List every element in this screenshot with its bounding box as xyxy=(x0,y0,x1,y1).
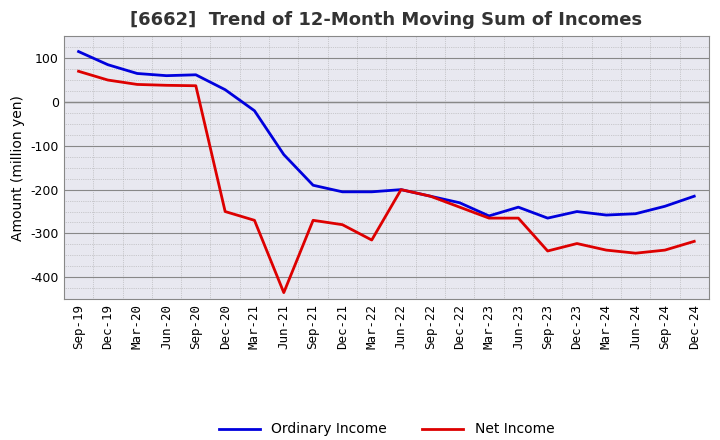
Title: [6662]  Trend of 12-Month Moving Sum of Incomes: [6662] Trend of 12-Month Moving Sum of I… xyxy=(130,11,642,29)
Ordinary Income xyxy=(309,183,318,188)
Net Income xyxy=(279,290,288,295)
Ordinary Income xyxy=(455,200,464,205)
Ordinary Income xyxy=(367,189,376,194)
Y-axis label: Amount (million yen): Amount (million yen) xyxy=(11,95,25,241)
Ordinary Income xyxy=(544,216,552,221)
Ordinary Income xyxy=(221,87,230,92)
Net Income xyxy=(572,241,581,246)
Net Income xyxy=(250,218,258,223)
Ordinary Income xyxy=(133,71,142,76)
Legend: Ordinary Income, Net Income: Ordinary Income, Net Income xyxy=(213,417,559,440)
Ordinary Income xyxy=(74,49,83,54)
Net Income xyxy=(426,194,435,199)
Ordinary Income xyxy=(426,194,435,199)
Net Income xyxy=(690,239,698,244)
Ordinary Income xyxy=(250,108,258,114)
Net Income xyxy=(104,77,112,83)
Ordinary Income xyxy=(572,209,581,214)
Ordinary Income xyxy=(631,211,640,216)
Ordinary Income xyxy=(279,152,288,157)
Net Income xyxy=(485,216,493,221)
Net Income xyxy=(602,247,611,253)
Net Income xyxy=(133,82,142,87)
Net Income xyxy=(192,83,200,88)
Net Income xyxy=(660,247,669,253)
Ordinary Income xyxy=(514,205,523,210)
Ordinary Income xyxy=(602,213,611,218)
Ordinary Income xyxy=(485,213,493,219)
Ordinary Income xyxy=(104,62,112,67)
Ordinary Income xyxy=(690,194,698,199)
Net Income xyxy=(74,69,83,74)
Net Income xyxy=(221,209,230,214)
Ordinary Income xyxy=(192,72,200,77)
Line: Ordinary Income: Ordinary Income xyxy=(78,51,694,218)
Net Income xyxy=(397,187,405,192)
Net Income xyxy=(367,238,376,243)
Net Income xyxy=(631,250,640,256)
Net Income xyxy=(514,216,523,221)
Net Income xyxy=(309,218,318,223)
Net Income xyxy=(162,83,171,88)
Line: Net Income: Net Income xyxy=(78,71,694,293)
Net Income xyxy=(455,205,464,210)
Ordinary Income xyxy=(162,73,171,78)
Ordinary Income xyxy=(338,189,347,194)
Ordinary Income xyxy=(660,204,669,209)
Ordinary Income xyxy=(397,187,405,192)
Net Income xyxy=(544,248,552,253)
Net Income xyxy=(338,222,347,227)
